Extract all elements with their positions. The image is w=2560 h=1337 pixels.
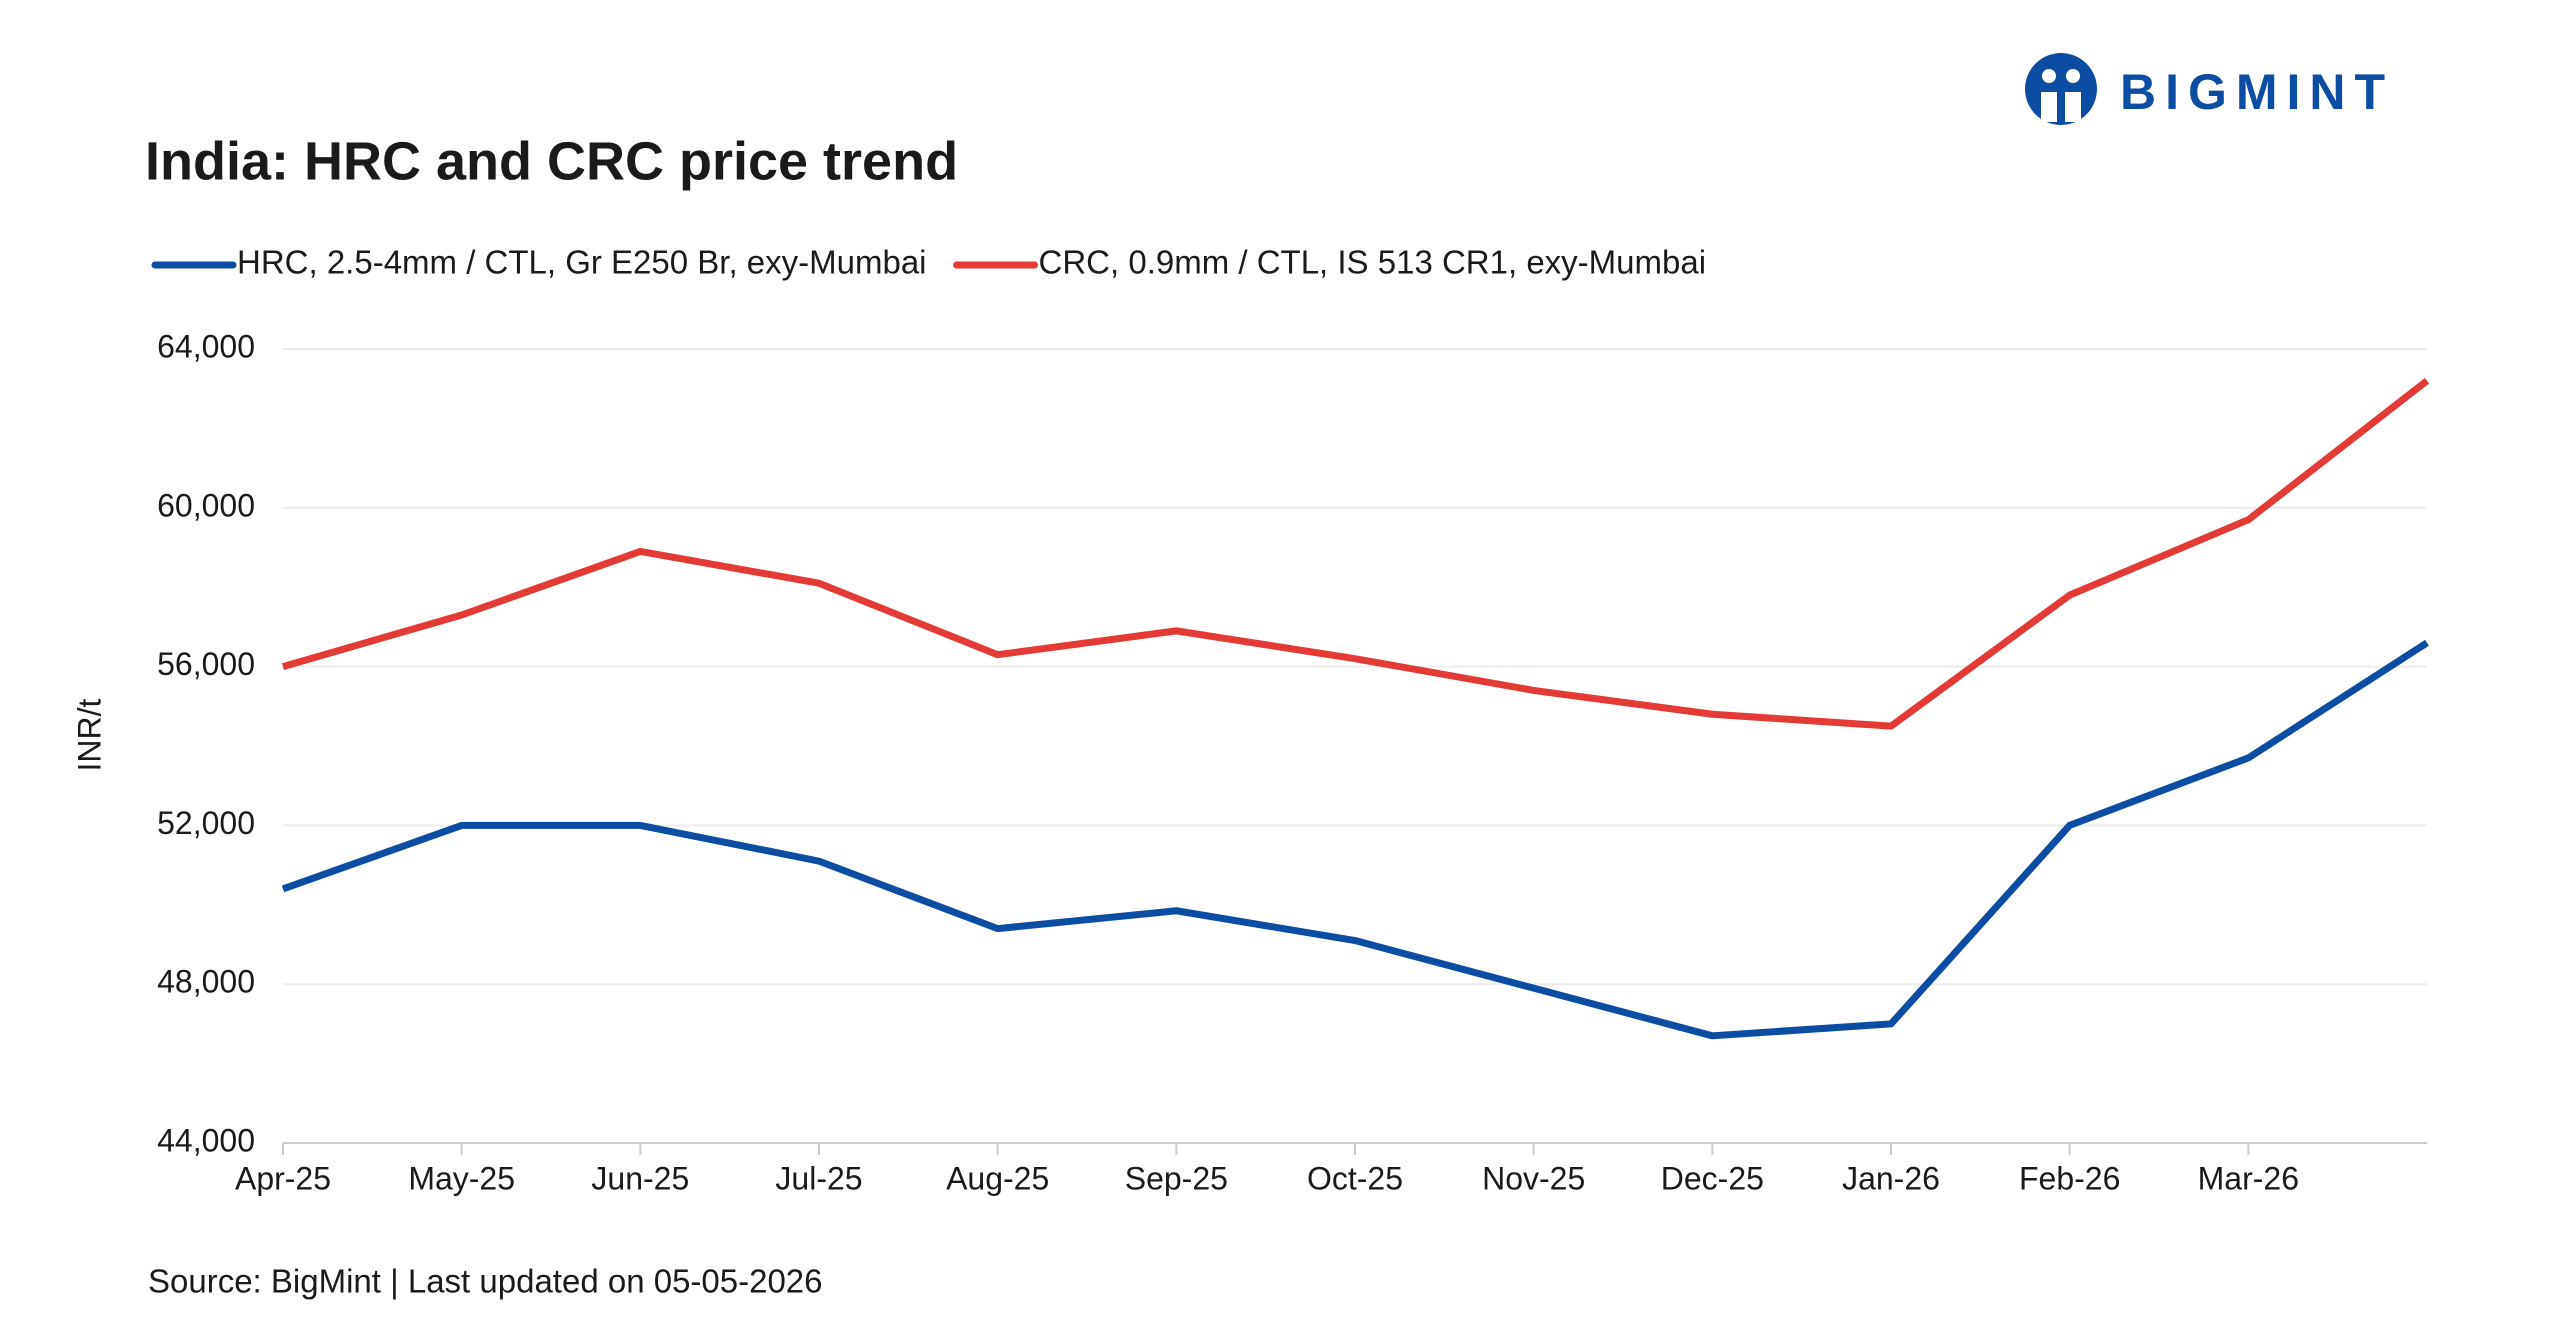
brand: BIGMINT bbox=[2120, 64, 2394, 120]
x-tick-label: Apr-25 bbox=[235, 1160, 331, 1196]
legend-label: HRC, 2.5-4mm / CTL, Gr E250 Br, exy-Mumb… bbox=[237, 244, 927, 281]
y-tick-label: 60,000 bbox=[157, 487, 255, 523]
chart-title: India: HRC and CRC price trend bbox=[145, 131, 958, 191]
series-line bbox=[282, 377, 2430, 730]
x-tick-label: Aug-25 bbox=[946, 1160, 1049, 1196]
x-tick-label: Sep-25 bbox=[1125, 1160, 1228, 1196]
y-tick-label: 44,000 bbox=[157, 1122, 255, 1158]
x-tick-label: Mar-26 bbox=[2198, 1160, 2299, 1196]
x-tick-label: Dec-25 bbox=[1661, 1160, 1764, 1196]
series-line bbox=[281, 639, 2429, 1040]
y-tick-label: 52,000 bbox=[157, 805, 255, 841]
legend-label: CRC, 0.9mm / CTL, IS 513 CR1, exy-Mumbai bbox=[1039, 244, 1707, 281]
x-tick-label: Jan-26 bbox=[1842, 1160, 1940, 1196]
x-tick-label: Nov-25 bbox=[1482, 1160, 1585, 1196]
source: Source: BigMint | Last updated on 05-05-… bbox=[148, 1263, 823, 1300]
y-axis-label: INR/t bbox=[71, 698, 107, 771]
x-tick-label: Jun-25 bbox=[591, 1160, 689, 1196]
logo-icon-head bbox=[2066, 69, 2080, 83]
y-tick-label: 56,000 bbox=[157, 646, 255, 682]
logo-icon-body bbox=[2041, 92, 2081, 122]
y-tick-label: 48,000 bbox=[157, 964, 255, 1000]
logo-icon bbox=[2025, 53, 2097, 125]
logo: BIGMINT bbox=[2025, 53, 2394, 125]
x-tick-label: Feb-26 bbox=[2019, 1160, 2120, 1196]
x-tick-label: May-25 bbox=[408, 1160, 515, 1196]
x-tick-label: Jul-25 bbox=[775, 1160, 862, 1196]
x-tick-label: Oct-25 bbox=[1307, 1160, 1403, 1196]
logo-icon-head bbox=[2042, 69, 2056, 83]
y-tick-label: 64,000 bbox=[157, 328, 255, 364]
